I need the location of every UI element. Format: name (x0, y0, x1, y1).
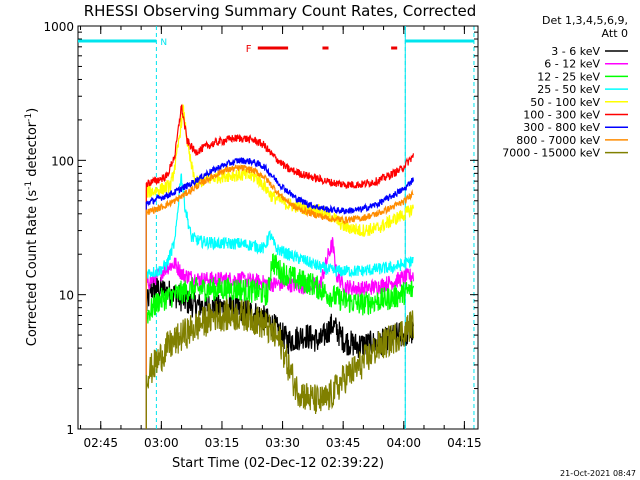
red-flag-label: F (246, 44, 252, 55)
legend-label: 100 - 300 keV (523, 109, 600, 122)
series-line (145, 164, 414, 429)
series-line (145, 297, 414, 429)
legend-label: 3 - 6 keV (551, 45, 600, 58)
x-tick-label: 03:30 (265, 436, 300, 450)
x-tick-label: 03:45 (326, 436, 361, 450)
y-tick-label: 100 (51, 154, 74, 168)
legend-label: 300 - 800 keV (523, 121, 600, 134)
y-axis-label: Corrected Count Rate (s-1 detector-1) (24, 108, 40, 346)
chart-title: RHESSI Observing Summary Count Rates, Co… (84, 2, 477, 20)
footer-date: 21-Oct-2021 08:47 (560, 469, 636, 478)
x-axis-label: Start Time (02-Dec-12 02:39:22) (172, 456, 384, 471)
legend-label: 25 - 50 keV (537, 83, 600, 96)
series-line (145, 173, 414, 429)
plot-frame (77, 25, 479, 430)
y-axis: 1 10 100 1000 (43, 20, 478, 437)
x-tick-label: 04:00 (386, 436, 421, 450)
series-line (145, 104, 414, 429)
cyan-flag-label: N (160, 38, 167, 48)
x-tick-label: 04:15 (447, 436, 482, 450)
y-tick-label: 1000 (43, 20, 74, 34)
legend-label: 800 - 7000 keV (516, 134, 600, 147)
x-tick-label: 03:15 (205, 436, 240, 450)
x-tick-label: 03:00 (144, 436, 179, 450)
series-line (145, 157, 414, 429)
legend-label: 6 - 12 keV (544, 58, 600, 71)
legend-header: Det 1,3,4,5,6,9, (542, 14, 628, 27)
legend-label: 50 - 100 keV (530, 96, 600, 109)
series-lines (145, 103, 414, 429)
series-line (145, 253, 414, 429)
x-axis: 02:45 03:00 03:15 03:30 03:45 04:00 04:15 (80, 26, 482, 450)
legend-label: 12 - 25 keV (537, 70, 600, 83)
legend-label: 7000 - 15000 keV (502, 147, 600, 160)
series-line (145, 237, 414, 429)
y-tick-label: 1 (66, 423, 74, 437)
legend-header: Att 0 (602, 27, 628, 40)
x-tick-label: 02:45 (83, 436, 118, 450)
y-tick-label: 10 (59, 289, 74, 303)
observing-flags: NF (78, 26, 475, 429)
